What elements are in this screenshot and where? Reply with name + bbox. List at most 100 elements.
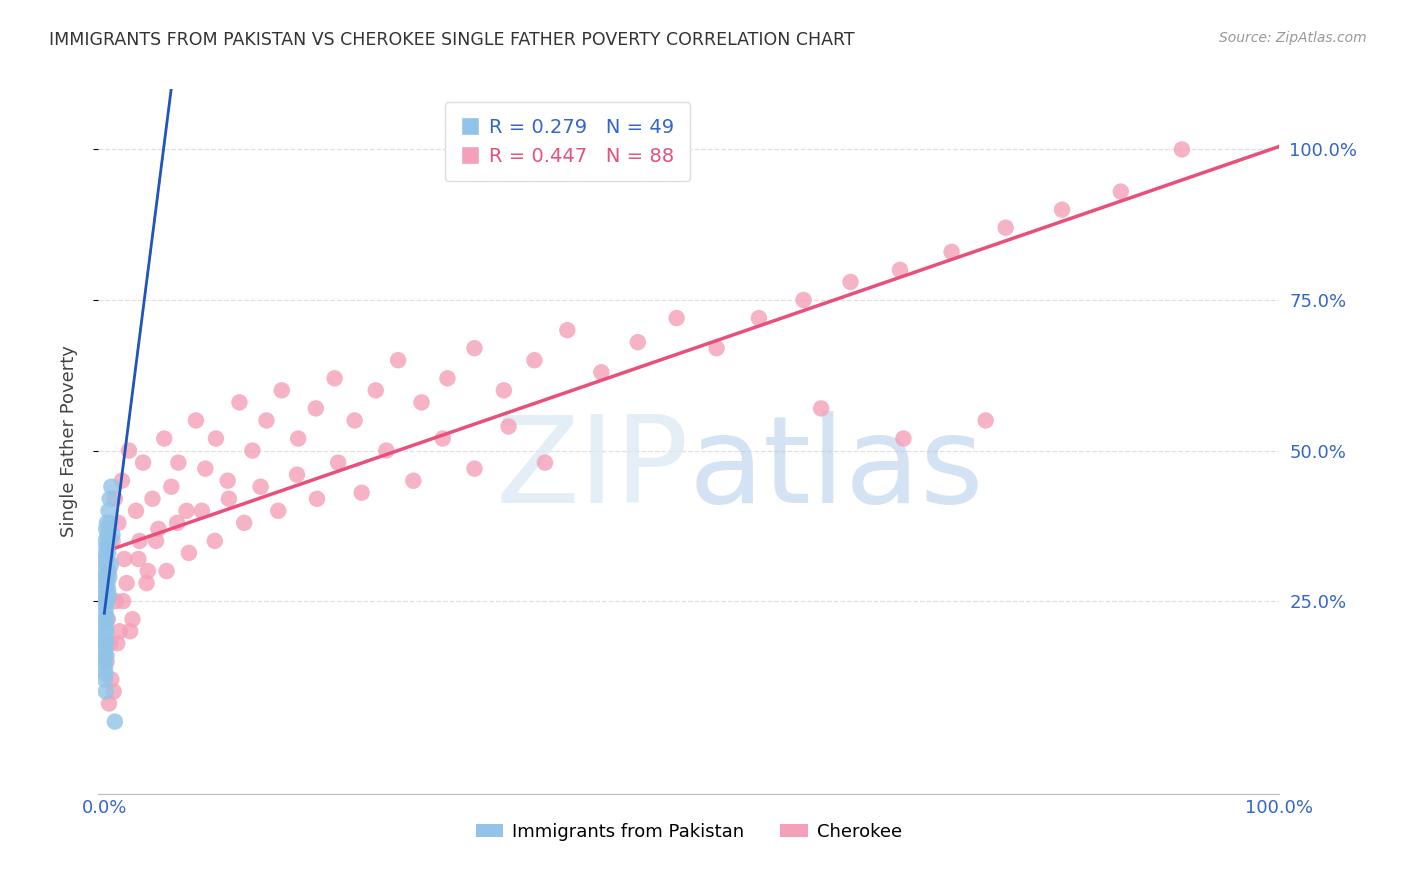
Point xyxy=(402,474,425,488)
Y-axis label: Single Father Poverty: Single Father Poverty xyxy=(59,345,77,538)
Point xyxy=(498,419,520,434)
Point xyxy=(94,600,117,615)
Point xyxy=(1050,202,1073,217)
Point xyxy=(104,491,127,506)
Point xyxy=(184,413,207,427)
Point xyxy=(523,353,546,368)
Point xyxy=(96,522,118,536)
Point xyxy=(411,395,433,409)
Point xyxy=(97,582,120,596)
Point xyxy=(94,666,117,681)
Point xyxy=(166,516,188,530)
Point xyxy=(115,576,138,591)
Point xyxy=(96,576,118,591)
Point xyxy=(98,491,121,506)
Point xyxy=(285,467,308,482)
Point xyxy=(534,456,557,470)
Point xyxy=(191,504,214,518)
Point xyxy=(994,220,1017,235)
Point xyxy=(127,552,149,566)
Point xyxy=(364,384,387,398)
Point xyxy=(100,558,122,572)
Point xyxy=(94,606,117,620)
Point xyxy=(94,673,117,687)
Point xyxy=(145,533,167,548)
Point xyxy=(96,552,118,566)
Text: Source: ZipAtlas.com: Source: ZipAtlas.com xyxy=(1219,31,1367,45)
Point xyxy=(112,594,135,608)
Point xyxy=(98,636,121,650)
Point xyxy=(125,504,148,518)
Text: ZIP: ZIP xyxy=(495,411,689,528)
Point xyxy=(94,642,117,657)
Point xyxy=(97,612,120,626)
Point xyxy=(94,588,117,602)
Point xyxy=(270,384,292,398)
Point xyxy=(112,552,135,566)
Point xyxy=(94,570,117,584)
Point xyxy=(167,456,190,470)
Point xyxy=(305,491,328,506)
Point xyxy=(323,371,346,385)
Point xyxy=(93,636,115,650)
Point xyxy=(492,384,515,398)
Point xyxy=(177,546,200,560)
Point xyxy=(748,311,770,326)
Point xyxy=(627,335,650,350)
Point xyxy=(103,684,125,698)
Point xyxy=(98,533,121,548)
Point xyxy=(96,516,118,530)
Point xyxy=(141,491,163,506)
Point xyxy=(974,413,997,427)
Point xyxy=(94,594,117,608)
Point xyxy=(176,504,198,518)
Point xyxy=(94,648,117,663)
Point xyxy=(97,546,120,560)
Point xyxy=(375,443,398,458)
Point xyxy=(98,564,121,578)
Point xyxy=(94,546,117,560)
Point xyxy=(204,533,226,548)
Point xyxy=(94,618,117,632)
Point xyxy=(240,443,263,458)
Point xyxy=(96,648,118,663)
Point xyxy=(97,588,120,602)
Point xyxy=(120,624,142,639)
Point xyxy=(94,660,117,674)
Point xyxy=(96,570,118,584)
Point xyxy=(387,353,409,368)
Point xyxy=(101,528,124,542)
Point xyxy=(94,624,117,639)
Point xyxy=(97,528,120,542)
Point xyxy=(256,413,278,427)
Point xyxy=(94,576,117,591)
Point xyxy=(665,311,688,326)
Point xyxy=(194,461,217,475)
Text: atlas: atlas xyxy=(689,411,984,528)
Point xyxy=(148,522,170,536)
Point xyxy=(218,491,240,506)
Point xyxy=(205,432,228,446)
Point xyxy=(233,516,256,530)
Point xyxy=(93,654,115,668)
Point xyxy=(267,504,290,518)
Point xyxy=(100,673,122,687)
Point xyxy=(153,432,176,446)
Point xyxy=(94,582,117,596)
Point xyxy=(132,456,155,470)
Point xyxy=(94,630,117,644)
Point xyxy=(98,697,121,711)
Point xyxy=(1109,185,1132,199)
Point xyxy=(105,636,128,650)
Point xyxy=(810,401,832,416)
Point xyxy=(463,341,485,355)
Point xyxy=(97,504,120,518)
Point xyxy=(104,714,127,729)
Point xyxy=(249,480,271,494)
Point xyxy=(94,636,117,650)
Point xyxy=(98,516,121,530)
Point xyxy=(121,612,143,626)
Point xyxy=(94,558,117,572)
Point xyxy=(94,552,117,566)
Point xyxy=(96,624,118,639)
